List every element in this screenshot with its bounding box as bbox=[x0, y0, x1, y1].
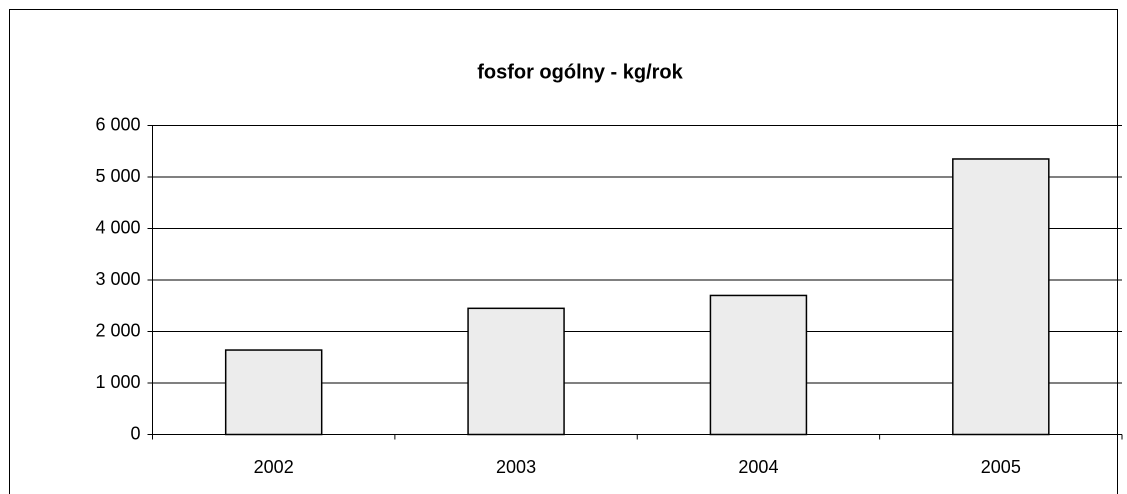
bar bbox=[952, 158, 1050, 436]
y-tick-label: 3 000 bbox=[95, 269, 140, 289]
x-tick-label: 2003 bbox=[496, 457, 536, 477]
y-tick-label: 1 000 bbox=[95, 372, 140, 392]
bar bbox=[224, 349, 323, 436]
y-tick-label: 0 bbox=[130, 423, 140, 443]
y-tick-label: 5 000 bbox=[95, 166, 140, 186]
y-tick-label: 2 000 bbox=[95, 320, 140, 340]
bar bbox=[467, 307, 565, 436]
x-tick-label: 2004 bbox=[738, 457, 778, 477]
y-tick-label: 4 000 bbox=[95, 217, 140, 237]
bar bbox=[709, 294, 808, 436]
x-tick-label: 2005 bbox=[981, 457, 1021, 477]
chart-border bbox=[9, 9, 1118, 494]
x-tick-label: 2002 bbox=[254, 457, 294, 477]
chart-title: fosfor ogólny - kg/rok bbox=[477, 61, 683, 83]
y-tick-label: 6 000 bbox=[95, 114, 140, 134]
